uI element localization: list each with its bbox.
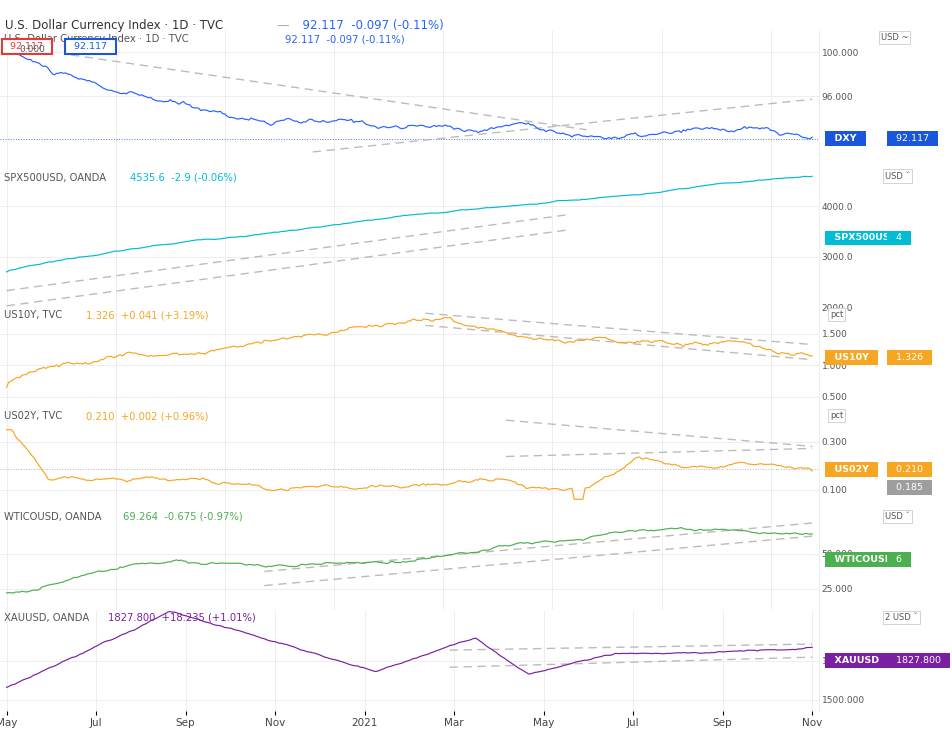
Text: XAUUSD, OANDA: XAUUSD, OANDA — [4, 613, 89, 623]
Text: 1827.800: 1827.800 — [890, 656, 947, 665]
Text: U.S. Dollar Currency Index · 1D · TVC: U.S. Dollar Currency Index · 1D · TVC — [4, 34, 188, 44]
Text: US02Y, TVC: US02Y, TVC — [4, 411, 62, 421]
Text: DXY: DXY — [828, 134, 863, 143]
Text: 1.326  +0.041 (+3.19%): 1.326 +0.041 (+3.19%) — [86, 310, 208, 320]
Text: XAUUSD: XAUUSD — [828, 656, 886, 665]
Text: SPX500USD: SPX500USD — [828, 233, 904, 242]
Text: WTICOUSD: WTICOUSD — [828, 555, 900, 564]
Text: 0.210: 0.210 — [890, 465, 929, 473]
Text: pct: pct — [830, 411, 843, 420]
Text: 4535.6  -2.9 (-0.06%): 4535.6 -2.9 (-0.06%) — [130, 173, 237, 183]
Text: —: — — [276, 19, 288, 31]
Text: U.S. Dollar Currency Index · 1D · TVC: U.S. Dollar Currency Index · 1D · TVC — [5, 19, 223, 31]
Text: USD ˇ: USD ˇ — [885, 512, 910, 521]
Text: 0.000: 0.000 — [20, 46, 46, 55]
Text: US10Y: US10Y — [828, 353, 876, 362]
Text: US10Y, TVC: US10Y, TVC — [4, 310, 62, 320]
Text: 2 USD ˇ: 2 USD ˇ — [885, 613, 918, 622]
Text: USD ˇ: USD ˇ — [885, 171, 910, 180]
Text: 92.117: 92.117 — [68, 42, 112, 51]
Text: USD ~: USD ~ — [881, 33, 908, 42]
Text: 4: 4 — [890, 233, 908, 242]
Text: WTICOUSD, OANDA: WTICOUSD, OANDA — [4, 512, 102, 522]
Text: US02Y: US02Y — [828, 465, 876, 473]
Text: 6: 6 — [890, 555, 908, 564]
Text: 92.117  -0.097 (-0.11%): 92.117 -0.097 (-0.11%) — [295, 19, 444, 31]
Text: SPX500USD, OANDA: SPX500USD, OANDA — [4, 173, 107, 183]
Text: 0.185: 0.185 — [890, 483, 929, 492]
Text: 1827.800  +18.235 (+1.01%): 1827.800 +18.235 (+1.01%) — [109, 613, 256, 623]
Text: 1.326: 1.326 — [890, 353, 929, 362]
Text: 69.264  -0.675 (-0.97%): 69.264 -0.675 (-0.97%) — [123, 512, 243, 522]
Text: 92.117  -0.097 (-0.11%): 92.117 -0.097 (-0.11%) — [285, 34, 405, 44]
Text: 92.117: 92.117 — [5, 42, 50, 51]
Text: pct: pct — [830, 310, 843, 319]
Text: 0.210  +0.002 (+0.96%): 0.210 +0.002 (+0.96%) — [86, 411, 208, 421]
Text: 92.117: 92.117 — [890, 134, 935, 143]
